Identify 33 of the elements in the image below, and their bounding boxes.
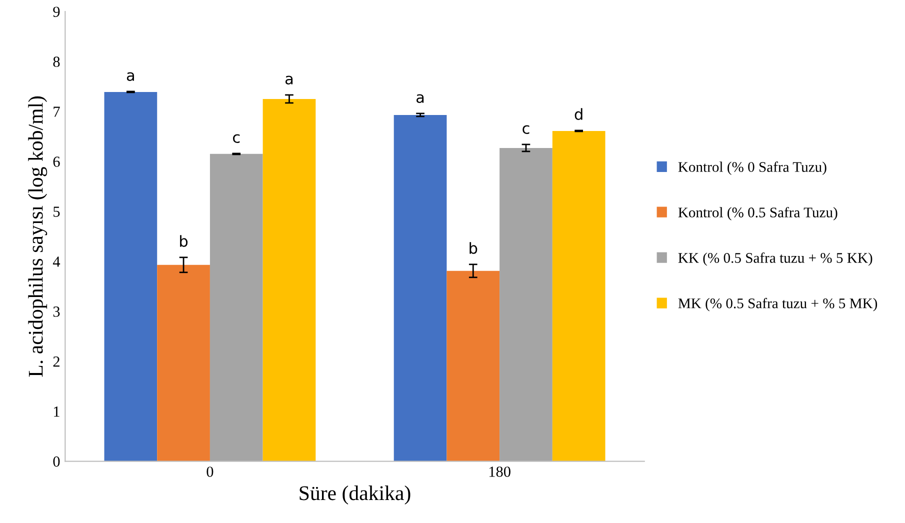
- data-label: b: [470, 242, 478, 254]
- bar: [394, 114, 447, 462]
- data-label: a: [416, 94, 424, 103]
- y-tick-label: 3: [53, 306, 60, 317]
- y-tick-label: 5: [54, 206, 60, 217]
- x-tick-label: 180: [489, 466, 510, 477]
- bar: [104, 92, 158, 462]
- bar: [446, 270, 500, 462]
- y-tick-label: 6: [53, 156, 60, 167]
- bar: [500, 148, 552, 462]
- y-tick-label: 0: [53, 456, 60, 467]
- y-tick-label: 7: [54, 106, 60, 117]
- bar: [157, 264, 210, 462]
- data-label: a: [126, 72, 134, 82]
- legend-label: MK (% 0.5 Safra tuzu + % 5 MK): [678, 298, 878, 312]
- legend-label: Kontrol (% 0.5 Safra Tuzu): [678, 206, 838, 220]
- bar: [210, 154, 263, 462]
- y-tick-label: 9: [53, 6, 60, 17]
- data-label: d: [574, 108, 582, 120]
- y-tick-label: 1: [54, 406, 60, 417]
- bar: [552, 130, 606, 462]
- legend-label: Kontrol (% 0 Safra Tuzu): [678, 162, 826, 175]
- data-label: b: [180, 235, 188, 247]
- data-label: c: [233, 134, 240, 143]
- y-axis-title: L. acidophilus sayısı (log kob/ml): [28, 96, 48, 377]
- y-tick-label: 2: [53, 356, 60, 367]
- data-label: c: [522, 125, 530, 134]
- y-tick-label: 4: [52, 256, 60, 267]
- legend-label: KK (% 0.5 Safra tuzu + % 5 KK): [678, 252, 872, 266]
- bar: [262, 98, 316, 462]
- x-axis-title: Süre (dakika): [300, 486, 410, 504]
- data-label: a: [285, 76, 293, 85]
- y-tick-label: 8: [53, 56, 60, 67]
